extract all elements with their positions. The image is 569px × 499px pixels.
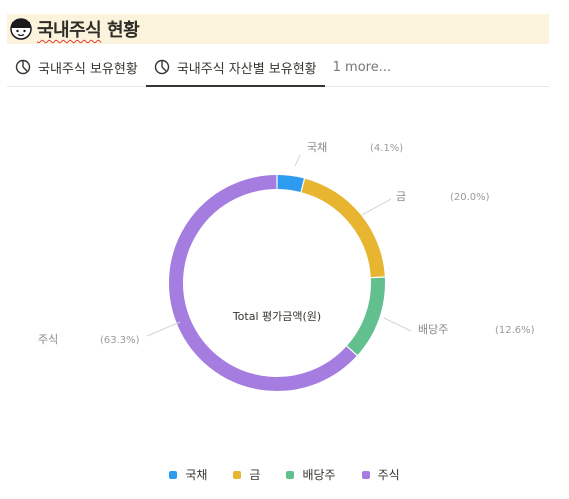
- donut-slice-1[interactable]: [277, 175, 304, 193]
- legend-swatch: [286, 470, 295, 479]
- leader-line: [383, 317, 412, 332]
- slice-label: 금: [396, 190, 406, 203]
- page-title: 국내주식 현황: [37, 20, 140, 41]
- slice-label: 국채: [307, 141, 327, 154]
- legend-swatch: [233, 470, 242, 479]
- tab-label: 국내주식 보유현황: [38, 61, 138, 77]
- page-header: 국내주식 현황: [7, 14, 549, 44]
- view-tabs: 국내주식 보유현황 국내주식 자산별 보유현황 1 more...: [7, 48, 549, 87]
- face-emoji-icon: [10, 18, 32, 40]
- leader-line: [294, 154, 301, 167]
- donut-chart: 국채 (4.1%) 금 (20.0%) 배당주 (12.6%) 주식 (63.3%) Total…: [38, 141, 535, 391]
- tab-holdings[interactable]: 국내주식 보유현황: [7, 48, 146, 86]
- pie-chart-icon: [154, 59, 170, 75]
- donut-slice-3[interactable]: [346, 277, 385, 355]
- slice-label: 주식: [38, 333, 58, 346]
- donut-slice-4[interactable]: [169, 175, 357, 391]
- slice-percent-label: (63.3%): [100, 335, 140, 346]
- slice-percent-label: (12.6%): [495, 325, 535, 336]
- legend-label: 배당주: [302, 468, 336, 482]
- donut-center-label: Total 평가금액(원): [232, 310, 321, 323]
- legend-swatch: [361, 470, 370, 479]
- legend-label: 주식: [377, 468, 400, 482]
- legend-item[interactable]: 금: [233, 466, 260, 483]
- legend-item[interactable]: 국채: [169, 466, 207, 483]
- tab-label: 국내주식 자산별 보유현황: [176, 61, 317, 77]
- tab-holdings-by-asset[interactable]: 국내주식 자산별 보유현황: [145, 48, 325, 87]
- legend-label: 금: [249, 468, 261, 482]
- tab-more[interactable]: 1 more...: [325, 48, 399, 86]
- leader-line: [361, 198, 392, 216]
- legend-item[interactable]: 배당주: [286, 466, 336, 483]
- slice-percent-label: (4.1%): [370, 143, 403, 154]
- legend-swatch: [169, 470, 178, 479]
- donut-slice-2[interactable]: [301, 178, 385, 278]
- leader-line: [146, 321, 181, 337]
- pie-chart-icon: [15, 59, 31, 75]
- tab-more-label: 1 more...: [332, 59, 392, 75]
- slice-percent-label: (20.0%): [450, 192, 490, 203]
- slice-label: 배당주: [418, 323, 448, 336]
- chart-legend: 국채 금 배당주 주식: [0, 466, 569, 483]
- legend-item[interactable]: 주식: [361, 466, 400, 483]
- legend-label: 국채: [185, 468, 208, 482]
